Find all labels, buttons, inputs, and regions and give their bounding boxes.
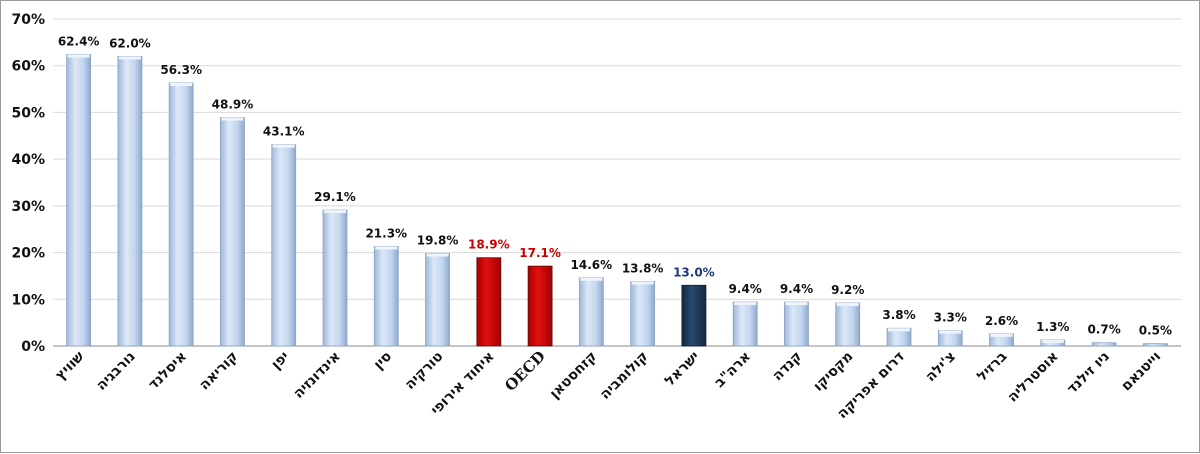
category-label: וייטנאם <box>1118 349 1164 395</box>
category-label: נורבגיה <box>93 349 138 394</box>
category-label: קזחסטאן <box>547 349 600 402</box>
bar <box>630 281 656 347</box>
data-label: 0.7% <box>1087 323 1120 337</box>
bar <box>527 265 553 347</box>
y-tick-label: 50% <box>11 105 45 121</box>
bar-cap <box>888 328 910 332</box>
category-label: צ'ילה <box>923 349 960 386</box>
category-label: איסלנד <box>146 349 190 393</box>
data-label: 9.4% <box>729 282 762 296</box>
bar-cap <box>272 144 295 148</box>
bar-cap <box>221 117 244 121</box>
data-label: 3.3% <box>934 311 967 325</box>
category-label: ניו זילנד <box>1064 349 1113 398</box>
y-tick-label: 60% <box>11 59 45 75</box>
bar <box>732 301 758 347</box>
data-label: 48.9% <box>212 98 254 112</box>
bar <box>835 302 861 347</box>
data-label: 18.9% <box>468 238 510 252</box>
data-label: 3.8% <box>882 308 915 322</box>
data-label: 62.4% <box>58 35 100 49</box>
category-label: שוויץ <box>52 348 87 383</box>
bar-cap <box>836 303 859 307</box>
category-label: ברזיל <box>974 349 1010 385</box>
category-label: ישראל <box>662 349 703 390</box>
y-tick-label: 10% <box>11 292 45 308</box>
category-label: קנדה <box>770 349 806 385</box>
data-label: 43.1% <box>263 125 305 139</box>
data-label: 14.6% <box>571 258 613 272</box>
data-label: 29.1% <box>314 190 356 204</box>
y-tick-label: 70% <box>11 12 45 28</box>
bar <box>476 257 502 347</box>
bar <box>66 54 92 347</box>
bar <box>271 144 297 347</box>
bar <box>1142 343 1168 347</box>
bar-cap <box>324 210 346 214</box>
data-label: 1.3% <box>1036 320 1069 334</box>
bar-cap <box>118 56 141 60</box>
bar <box>1091 342 1117 347</box>
bar-cap <box>67 54 90 58</box>
bar-cap <box>734 302 757 306</box>
category-label: קולומביה <box>597 349 651 403</box>
bar-cap <box>990 333 1013 337</box>
data-label: 19.8% <box>417 234 459 248</box>
data-label: 62.0% <box>109 36 151 50</box>
y-tick-label: 30% <box>11 199 45 215</box>
data-label: 9.4% <box>780 282 813 296</box>
bar <box>578 277 604 347</box>
data-label: 0.5% <box>1139 324 1172 338</box>
data-label: 21.3% <box>365 226 407 240</box>
bar-cap <box>375 246 398 250</box>
bar <box>681 284 707 347</box>
bar-cap <box>170 82 193 86</box>
data-label: 13.8% <box>622 262 664 276</box>
bar-cap <box>939 330 962 334</box>
data-label: 2.6% <box>985 314 1018 328</box>
category-label: ארה"ב <box>712 349 754 391</box>
bar <box>322 209 348 347</box>
bar-cap <box>580 277 603 281</box>
bar-cap <box>426 253 449 257</box>
bar <box>425 253 450 347</box>
category-label: אוסטרליה <box>1005 349 1062 406</box>
category-label: מקסיקו <box>810 349 856 395</box>
category-label: סין <box>371 349 395 373</box>
bar <box>373 246 399 347</box>
category-label: טורקיה <box>402 349 446 393</box>
bar-cap <box>785 302 808 306</box>
y-tick-label: 20% <box>11 246 45 262</box>
category-label: יפן <box>268 349 292 373</box>
y-tick-label: 0% <box>21 339 45 355</box>
category-label: OECD <box>501 347 549 395</box>
bar <box>220 117 245 347</box>
bar <box>117 55 143 347</box>
category-label: קוריאה <box>196 349 241 394</box>
data-label: 17.1% <box>519 246 561 260</box>
data-label: 13.0% <box>673 265 715 279</box>
bar-cap <box>631 281 654 285</box>
bar <box>168 82 194 347</box>
category-label: אינדונזיה <box>291 349 344 402</box>
data-label: 56.3% <box>160 63 202 77</box>
bar-cap <box>1041 339 1064 343</box>
bar <box>784 301 809 347</box>
y-tick-label: 40% <box>11 152 45 168</box>
data-label: 9.2% <box>831 283 864 297</box>
